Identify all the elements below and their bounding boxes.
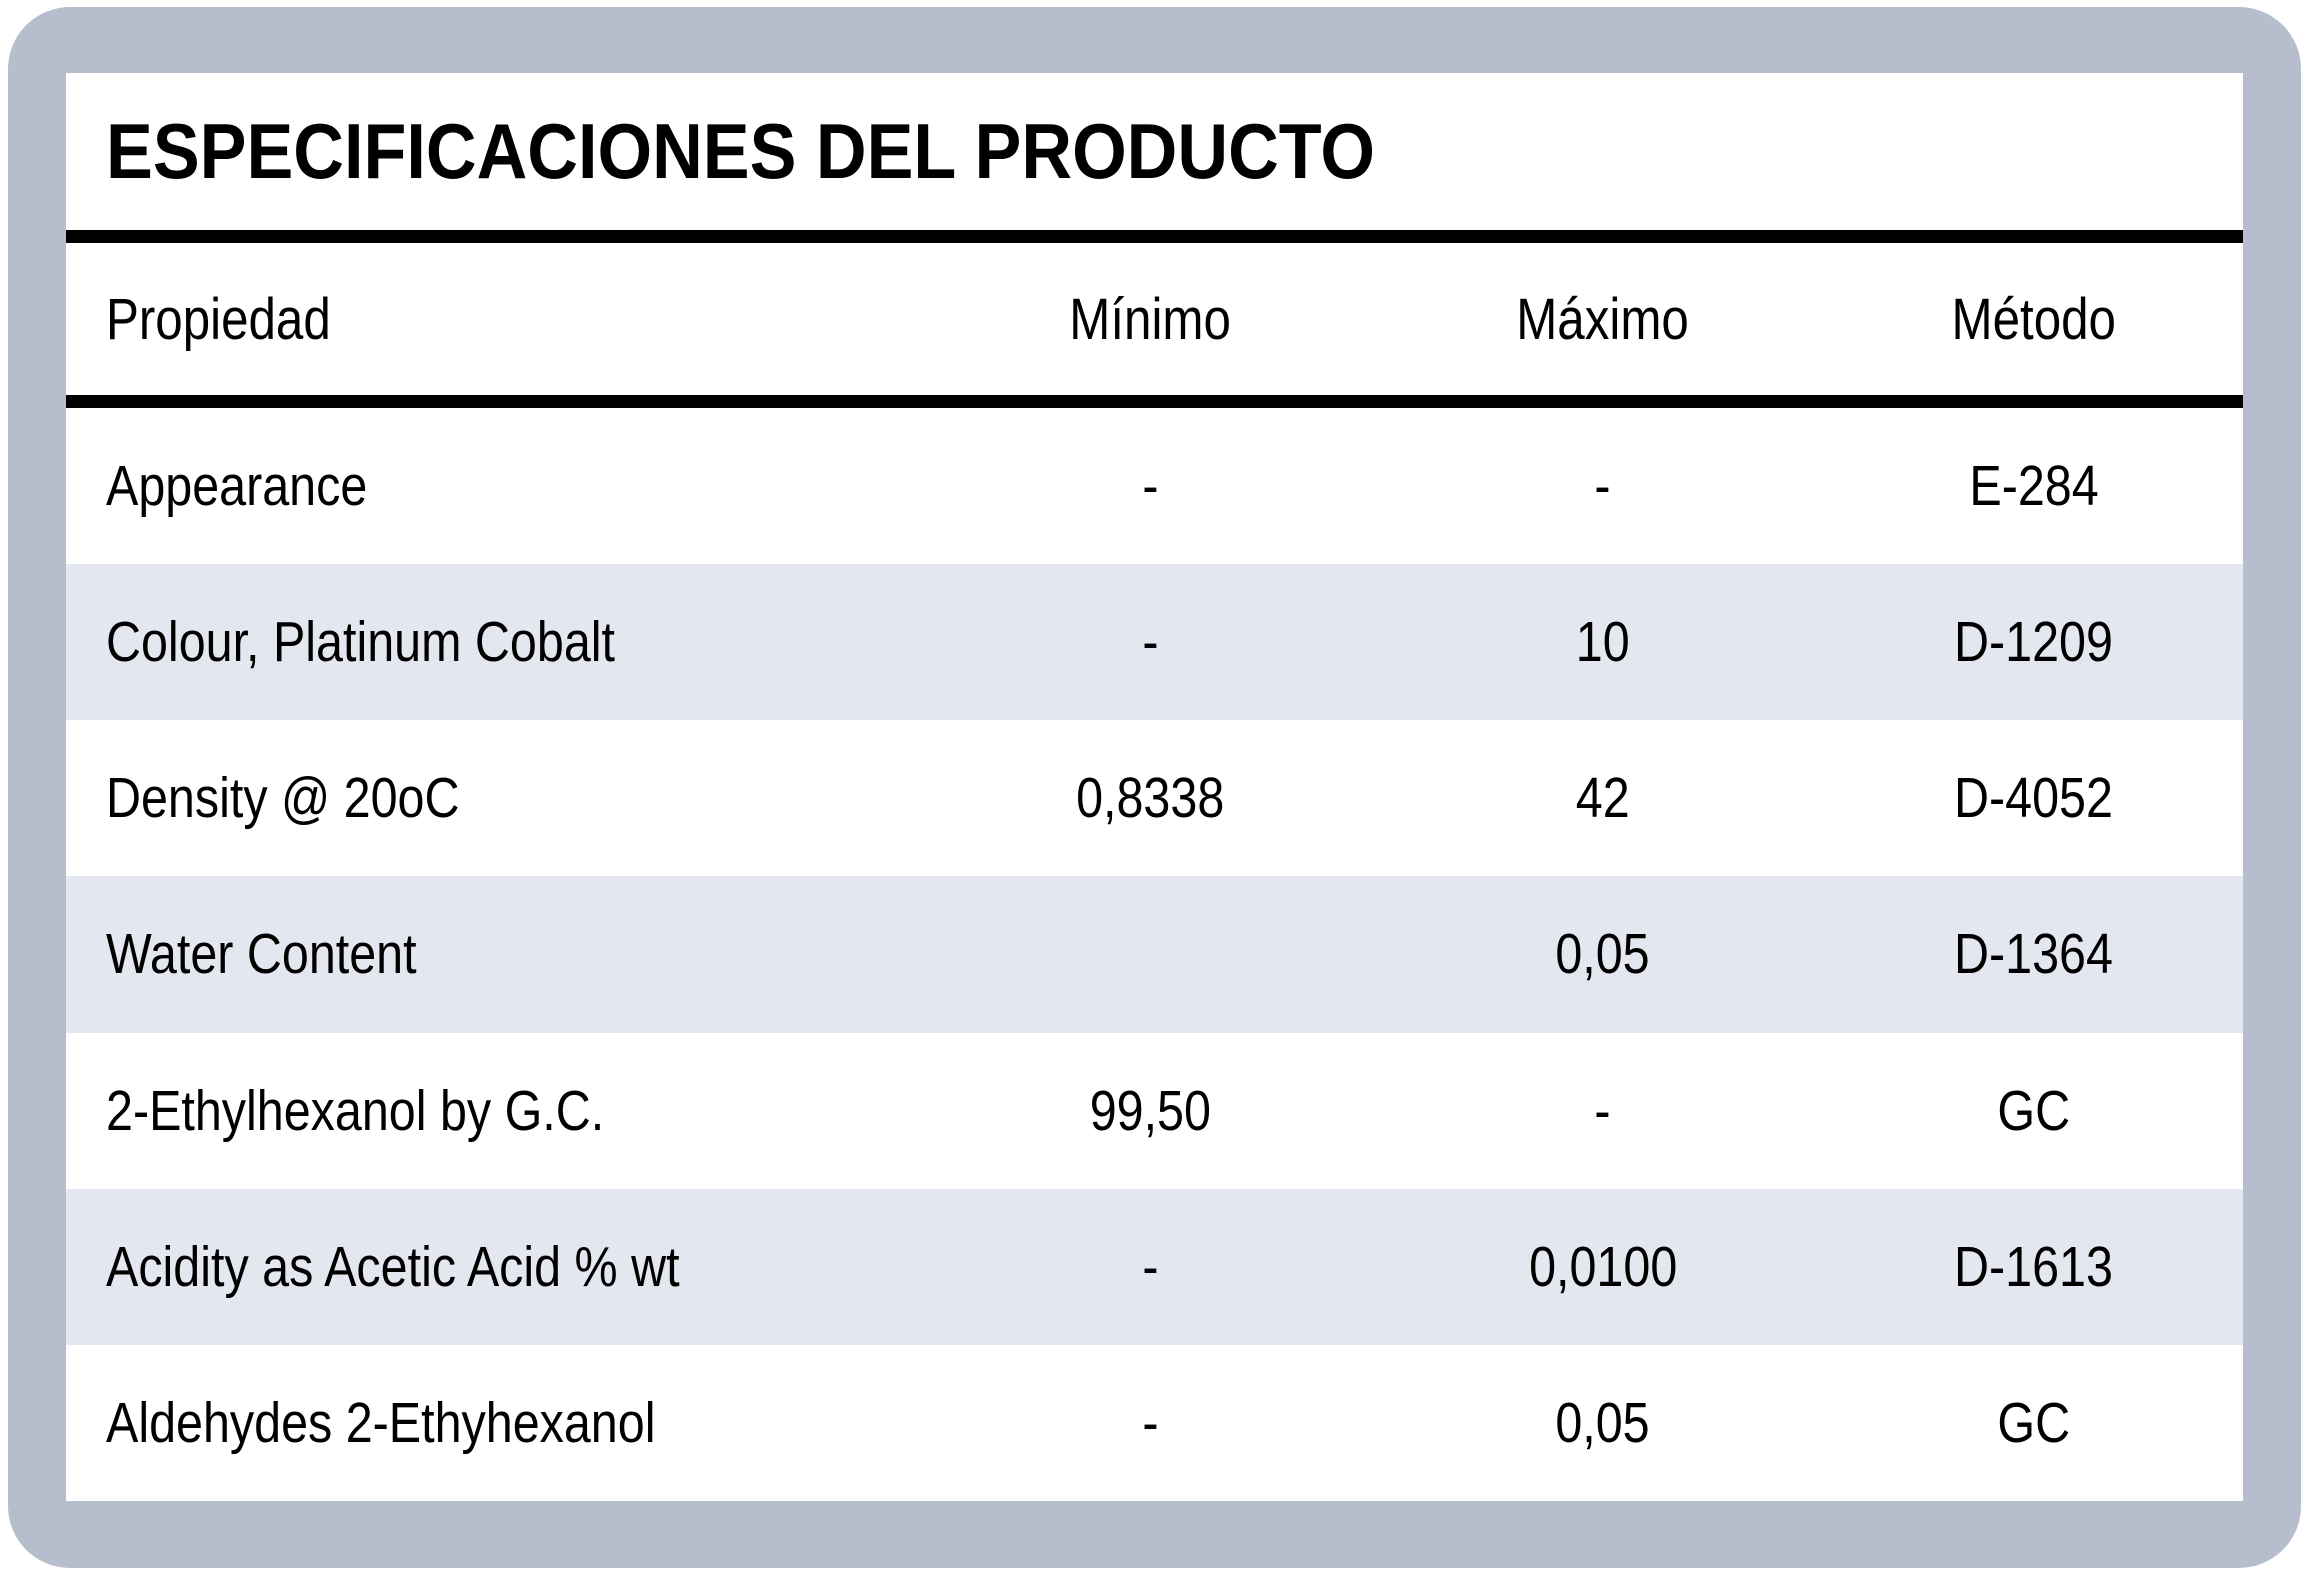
column-header-minimo-label: Mínimo [1069,286,1231,352]
method-cell: D-4052 [1825,765,2243,831]
maximum-value: 0,05 [1555,922,1651,987]
minimum-value: 0,8338 [1076,766,1225,831]
method-cell: D-1613 [1825,1234,2243,1300]
property-value: Density @ 20oC [106,766,460,831]
property-cell: Density @ 20oC [66,765,919,831]
minimum-cell: 0,8338 [919,765,1381,831]
property-value: Appearance [106,454,368,519]
table-row: Acidity as Acetic Acid % wt - 0,0100 D-1… [66,1188,2243,1345]
minimum-cell: - [919,453,1381,519]
minimum-cell: - [919,1234,1381,1300]
minimum-cell: - [919,1390,1381,1456]
property-value: Water Content [106,922,417,987]
table-row: Density @ 20oC 0,8338 42 D-4052 [66,720,2243,876]
maximum-value: 10 [1575,610,1630,675]
column-header-propiedad: Propiedad [66,286,919,353]
property-cell: Acidity as Acetic Acid % wt [66,1234,919,1300]
method-value: D-4052 [1954,766,2114,831]
property-cell: Aldehydes 2-Ethyhexanol [66,1390,919,1456]
table-row: Appearance - - E-284 [66,408,2243,564]
property-cell: Water Content [66,921,919,987]
method-value: GC [1997,1390,2071,1455]
table-body: Appearance - - E-284 Colour, Platinum Co… [66,408,2243,1501]
maximum-value: - [1594,1078,1611,1143]
property-cell: Colour, Platinum Cobalt [66,609,919,675]
maximum-cell: 0,0100 [1381,1234,1825,1300]
method-value: D-1209 [1954,610,2114,675]
title-divider [66,230,2243,243]
property-value: Acidity as Acetic Acid % wt [106,1234,680,1299]
method-value: GC [1997,1078,2071,1143]
maximum-cell: - [1381,1078,1825,1144]
minimum-value: 99,50 [1089,1078,1211,1143]
method-cell: GC [1825,1078,2243,1144]
maximum-cell: 42 [1381,765,1825,831]
minimum-value: - [1142,454,1159,519]
property-value: 2-Ethylhexanol by G.C. [106,1078,605,1143]
minimum-cell [919,921,1381,987]
column-header-minimo: Mínimo [919,286,1381,353]
header-divider [66,395,2243,408]
minimum-cell: - [919,609,1381,675]
method-cell: GC [1825,1390,2243,1456]
column-header-maximo: Máximo [1381,286,1825,353]
maximum-value: 0,05 [1555,1390,1651,1455]
maximum-cell: 10 [1381,609,1825,675]
method-value: D-1613 [1954,1234,2114,1299]
property-value: Aldehydes 2-Ethyhexanol [106,1390,656,1455]
maximum-value: 0,0100 [1528,1234,1678,1299]
table-row: Water Content 0,05 D-1364 [66,876,2243,1033]
card-frame: ESPECIFICACIONES DEL PRODUCTO Propiedad … [8,7,2301,1568]
method-cell: D-1209 [1825,609,2243,675]
maximum-cell: 0,05 [1381,1390,1825,1456]
maximum-cell: 0,05 [1381,921,1825,987]
table-title-row: ESPECIFICACIONES DEL PRODUCTO [66,73,2243,230]
method-cell: E-284 [1825,453,2243,519]
minimum-value: - [1142,1390,1159,1455]
column-header-maximo-label: Máximo [1516,286,1690,352]
property-cell: Appearance [66,453,919,519]
column-header-metodo: Método [1825,286,2243,353]
minimum-cell: 99,50 [919,1078,1381,1144]
minimum-value: - [1142,610,1159,675]
method-value: E-284 [1969,454,2099,519]
method-value: D-1364 [1954,922,2114,987]
maximum-value: 42 [1575,766,1630,831]
property-cell: 2-Ethylhexanol by G.C. [66,1078,919,1144]
column-header-metodo-label: Método [1951,286,2117,352]
minimum-value: - [1142,1234,1159,1299]
spec-table: ESPECIFICACIONES DEL PRODUCTO Propiedad … [66,73,2243,1501]
table-header-row: Propiedad Mínimo Máximo Método [66,243,2243,395]
maximum-cell: - [1381,453,1825,519]
property-value: Colour, Platinum Cobalt [106,610,615,675]
page-title: ESPECIFICACIONES DEL PRODUCTO [106,107,1375,195]
table-row: Colour, Platinum Cobalt - 10 D-1209 [66,564,2243,721]
table-row: 2-Ethylhexanol by G.C. 99,50 - GC [66,1033,2243,1189]
maximum-value: - [1594,454,1611,519]
method-cell: D-1364 [1825,921,2243,987]
column-header-propiedad-label: Propiedad [106,286,331,352]
table-row: Aldehydes 2-Ethyhexanol - 0,05 GC [66,1345,2243,1501]
